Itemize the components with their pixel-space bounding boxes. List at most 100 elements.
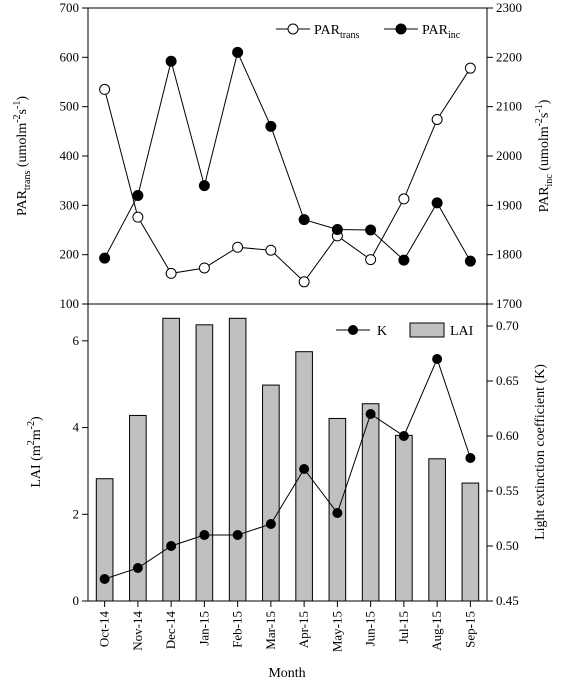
top-left-tick-label: 100 — [60, 296, 80, 311]
top-right-tick-label: 2300 — [496, 0, 522, 15]
x-tick-label: Dec-14 — [163, 611, 178, 650]
point-k-jul-15 — [398, 431, 409, 441]
lai-bars — [95, 317, 480, 602]
bottom-plot-frame — [87, 303, 488, 602]
point-partrans-nov-14 — [132, 211, 144, 223]
point-parinc-nov-14 — [132, 189, 144, 201]
top-left-axis-label: PARtrans (umolm-2s-1) — [12, 96, 33, 216]
top-left-axis-ticks: 100 200 300 400 500 600 700 — [60, 0, 88, 311]
x-tick-label: Apr-15 — [296, 611, 311, 648]
bottom-left-tick-label: 2 — [73, 506, 80, 521]
point-k-sep-15 — [465, 453, 476, 463]
bottom-right-axis-label: Light extinction coefficient (K) — [533, 364, 548, 540]
k-line — [104, 357, 471, 580]
top-right-axis-ticks: 1700 1800 1900 2000 2100 2200 2300 — [487, 0, 522, 311]
point-parinc-jun-15 — [365, 224, 377, 236]
bar-lai-dec-14 — [162, 317, 180, 602]
point-k-dec-14 — [166, 541, 177, 551]
point-partrans-mar-15 — [265, 244, 277, 256]
bottom-right-axis-ticks: 0.45 0.50 0.55 0.60 0.65 0.70 — [487, 318, 519, 608]
point-partrans-aug-15 — [431, 113, 443, 125]
point-k-mar-15 — [265, 519, 276, 529]
x-tick-label: May-15 — [329, 611, 344, 652]
point-partrans-sep-15 — [464, 62, 476, 74]
x-tick-label: Mar-15 — [263, 611, 278, 650]
x-tick-label: Jul-15 — [396, 611, 411, 644]
bottom-right-tick-label: 0.50 — [496, 538, 519, 553]
point-k-oct-14 — [99, 574, 110, 584]
legend-label-parinc: PARinc — [422, 23, 461, 41]
bottom-right-tick-label: 0.55 — [496, 483, 519, 498]
point-parinc-jul-15 — [398, 254, 410, 266]
x-axis-label: Month — [268, 666, 305, 681]
par-lines — [104, 50, 471, 283]
top-left-tick-label: 200 — [60, 247, 80, 262]
point-parinc-oct-14 — [99, 252, 111, 264]
point-k-nov-14 — [132, 563, 143, 573]
top-right-tick-label: 2100 — [496, 99, 522, 114]
x-tick-label: Jun-15 — [363, 611, 378, 646]
bottom-left-tick-label: 6 — [73, 333, 80, 348]
series-line-k — [104, 357, 471, 580]
point-k-aug-15 — [432, 354, 443, 364]
bottom-right-tick-label: 0.60 — [496, 428, 519, 443]
point-parinc-apr-15 — [298, 214, 310, 226]
series-line-partrans — [104, 67, 471, 283]
point-parinc-dec-14 — [165, 55, 177, 67]
legend-swatch-lai — [409, 322, 445, 338]
point-k-feb-15 — [232, 530, 243, 540]
x-tick-label: Oct-14 — [97, 611, 112, 648]
top-left-tick-label: 300 — [60, 197, 80, 212]
top-right-tick-label: 1700 — [496, 296, 522, 311]
x-tick-label: Feb-15 — [230, 611, 245, 648]
bar-lai-jan-15 — [195, 324, 214, 602]
x-tick-label: Aug-15 — [429, 611, 444, 651]
bar-lai-aug-15 — [428, 458, 446, 602]
point-partrans-jan-15 — [198, 262, 210, 274]
legend-label-k: K — [377, 324, 387, 339]
bottom-left-tick-label: 0 — [73, 593, 80, 608]
bottom-left-tick-label: 4 — [73, 420, 80, 435]
bottom-right-tick-label: 0.65 — [496, 373, 519, 388]
point-partrans-oct-14 — [99, 83, 111, 95]
point-k-apr-15 — [299, 464, 310, 474]
bottom-left-axis-ticks: 0 2 4 6 — [73, 333, 88, 608]
point-k-jan-15 — [199, 530, 210, 540]
point-k-jun-15 — [365, 409, 376, 419]
top-left-tick-label: 600 — [60, 49, 80, 64]
series-line-parinc — [104, 50, 471, 262]
bottom-right-tick-label: 0.45 — [496, 593, 519, 608]
x-tick-label: Sep-15 — [462, 611, 477, 648]
top-right-axis-label: PARinc (umolm-2s-1) — [534, 99, 555, 212]
point-parinc-sep-15 — [464, 255, 476, 267]
point-partrans-jun-15 — [365, 254, 377, 266]
top-right-tick-label: 1900 — [496, 197, 522, 212]
par-panel: 100 200 300 400 500 600 700 1700 1800 1900 2000 21… — [12, 0, 555, 311]
point-k-may-15 — [332, 508, 343, 518]
bar-lai-feb-15 — [228, 317, 247, 602]
lai-panel: 0 2 4 6 0.45 0.50 0.55 0.60 0.65 0.70 Oct-14 Nov-… — [26, 303, 548, 681]
point-parinc-aug-15 — [431, 197, 443, 209]
top-left-tick-label: 500 — [60, 99, 80, 114]
point-partrans-jul-15 — [398, 193, 410, 205]
top-left-tick-label: 400 — [60, 148, 80, 163]
top-left-tick-label: 700 — [60, 0, 80, 15]
point-parinc-mar-15 — [265, 120, 277, 132]
bar-lai-sep-15 — [461, 482, 480, 602]
point-partrans-feb-15 — [232, 241, 244, 253]
legend-marker-partrans — [287, 23, 299, 35]
point-parinc-jan-15 — [198, 180, 210, 192]
x-tick-label: Nov-14 — [130, 611, 145, 651]
point-parinc-feb-15 — [232, 46, 244, 58]
x-axis-ticks: Oct-14 Nov-14 Dec-14 Jan-15 Feb-15 Mar-15 Apr-… — [97, 601, 477, 652]
k-markers — [99, 354, 476, 584]
bottom-left-axis-label: LAI (m2m-2) — [26, 416, 44, 488]
legend-label-lai: LAI — [450, 324, 474, 339]
top-right-tick-label: 2000 — [496, 148, 522, 163]
legend-marker-parinc — [395, 23, 407, 35]
bar-lai-nov-14 — [129, 414, 147, 602]
bottom-legend: K LAI — [336, 322, 474, 339]
bar-lai-jul-15 — [395, 434, 413, 602]
top-legend: PARtrans PARinc — [276, 23, 461, 41]
point-parinc-may-15 — [331, 224, 343, 236]
